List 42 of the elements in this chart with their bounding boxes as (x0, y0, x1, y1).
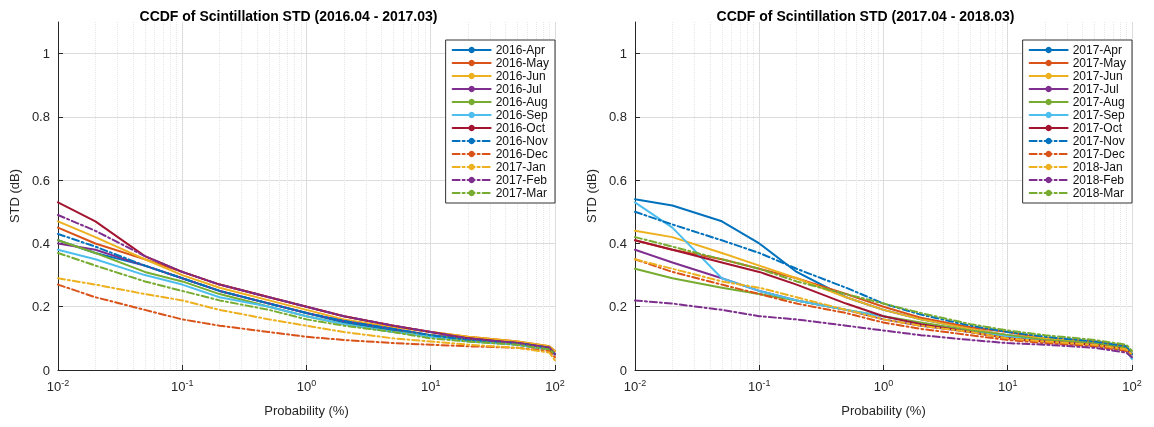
y-tick-label: 1 (42, 46, 50, 62)
y-axis-title: STD (dB) (584, 168, 599, 224)
y-tick-label: 0.2 (31, 299, 50, 315)
legend-label: 2017-Aug (1072, 95, 1125, 109)
legend-label: 2017-Mar (495, 186, 547, 200)
legend-label: 2017-Dec (1072, 147, 1125, 161)
legend-label: 2016-Jun (495, 69, 546, 83)
legend-label: 2016-May (495, 56, 550, 70)
legend-label: 2018-Feb (1072, 173, 1125, 187)
legend-label: 2017-Jan (495, 160, 546, 174)
y-tick-label: 0.8 (608, 109, 627, 125)
legend-label: 2016-Nov (495, 134, 548, 148)
legend-label: 2017-Jun (1072, 69, 1123, 83)
y-tick-label: 0.6 (608, 172, 627, 188)
chart-title: CCDF of Scintillation STD (2017.04 - 2018.03) (716, 8, 1015, 24)
legend-label: 2017-Oct (1072, 121, 1123, 135)
legend-label: 2017-Nov (1072, 134, 1125, 148)
y-tick-label: 0.6 (31, 172, 50, 188)
x-axis-title: Probability (%) (841, 403, 926, 418)
chart-title: CCDF of Scintillation STD (2016.04 - 2017.03) (139, 8, 438, 24)
y-tick-label: 0.4 (31, 235, 50, 251)
y-tick-label: 1 (619, 46, 627, 62)
legend-label: 2017-May (1072, 56, 1127, 70)
legend-label: 2018-Mar (1072, 186, 1124, 200)
legend-label: 2017-Feb (495, 173, 548, 187)
y-tick-label: 0.8 (31, 109, 50, 125)
y-tick-label: 0 (42, 362, 50, 378)
y-axis-title: STD (dB) (7, 168, 22, 224)
y-tick-label: 0 (619, 362, 627, 378)
legend-label: 2016-Aug (495, 95, 548, 109)
legend-label: 2017-Apr (1072, 43, 1123, 57)
x-axis-title: Probability (%) (264, 403, 349, 418)
legend-label: 2016-Apr (495, 43, 546, 57)
legend-label: 2016-Jul (495, 82, 542, 96)
legend-label: 2016-Sep (495, 108, 549, 122)
y-tick-label: 0.2 (608, 299, 627, 315)
y-tick-label: 0.4 (608, 235, 627, 251)
legend-label: 2016-Dec (495, 147, 548, 161)
legend-label: 2018-Jan (1072, 160, 1123, 174)
legend-label: 2017-Jul (1072, 82, 1119, 96)
legend-label: 2016-Oct (495, 121, 546, 135)
legend-label: 2017-Sep (1072, 108, 1126, 122)
